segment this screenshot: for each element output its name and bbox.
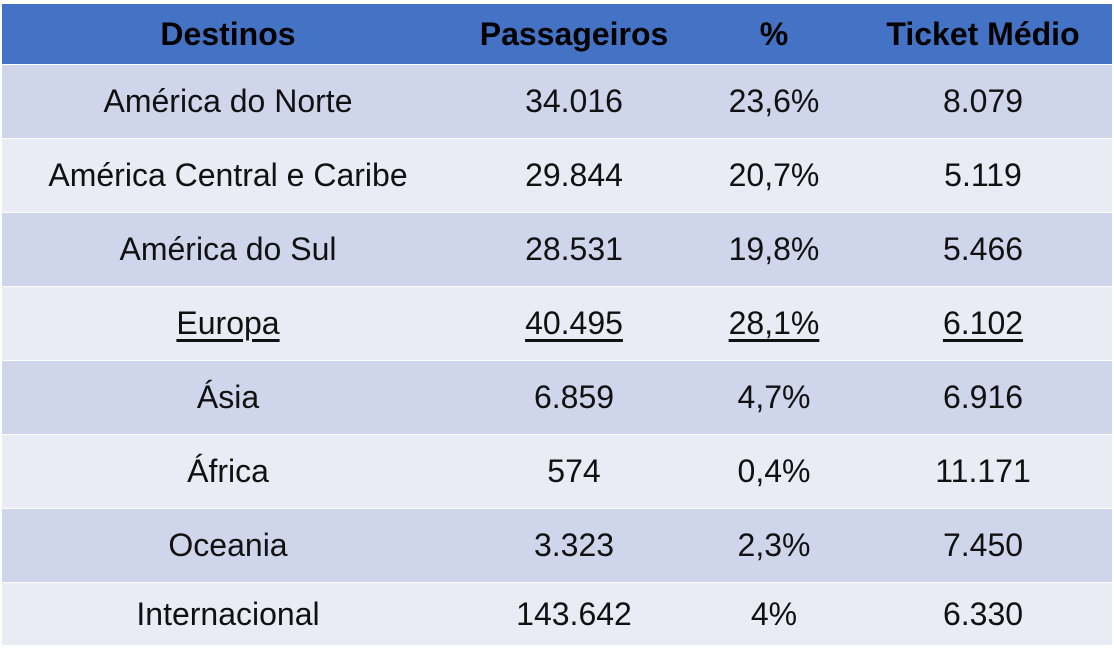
destination-cell: América do Sul bbox=[2, 212, 454, 287]
table-row-total: Internacional 143.642 4% 6.330 bbox=[2, 582, 1112, 645]
percent-text: 4% bbox=[750, 595, 798, 632]
percent-cell: 4,7% bbox=[694, 360, 854, 435]
passengers-cell: 143.642 bbox=[454, 582, 694, 645]
table-row-europa: Europa 40.495 28,1% 6.102 bbox=[2, 286, 1112, 361]
destination-text: Europa bbox=[176, 305, 280, 341]
passengers-cell: 34.016 bbox=[454, 64, 694, 139]
passengers-text: 143.642 bbox=[516, 595, 632, 632]
passengers-cell: 6.859 bbox=[454, 360, 694, 435]
destination-cell: Oceania bbox=[2, 508, 454, 583]
percent-text: 28,1% bbox=[728, 305, 820, 341]
destination-text: Internacional bbox=[136, 595, 320, 632]
header-passageiros: Passageiros bbox=[454, 4, 694, 65]
passengers-cell: 28.531 bbox=[454, 212, 694, 287]
ticket-text: 5.466 bbox=[942, 231, 1024, 267]
passengers-text: 40.495 bbox=[525, 305, 623, 341]
percent-text: 19,8% bbox=[728, 231, 820, 267]
passengers-cell: 574 bbox=[454, 434, 694, 509]
passengers-text: 28.531 bbox=[525, 231, 623, 267]
destinations-table-container: Destinos Passageiros % Ticket Médio Amér… bbox=[2, 4, 1112, 645]
passengers-text: 3.323 bbox=[533, 527, 615, 563]
percent-cell: 23,6% bbox=[694, 64, 854, 139]
ticket-cell: 6.102 bbox=[854, 286, 1112, 361]
percent-cell: 0,4% bbox=[694, 434, 854, 509]
ticket-cell: 11.171 bbox=[854, 434, 1112, 509]
percent-text: 4,7% bbox=[737, 379, 811, 415]
passengers-cell: 29.844 bbox=[454, 138, 694, 213]
ticket-cell: 6.916 bbox=[854, 360, 1112, 435]
ticket-text: 6.330 bbox=[942, 595, 1024, 632]
percent-cell: 19,8% bbox=[694, 212, 854, 287]
destination-text: América do Norte bbox=[103, 83, 353, 119]
percent-cell: 28,1% bbox=[694, 286, 854, 361]
passengers-cell: 3.323 bbox=[454, 508, 694, 583]
ticket-text: 5.119 bbox=[944, 157, 1022, 193]
table-row: África 574 0,4% 11.171 bbox=[2, 434, 1112, 509]
ticket-text: 11.171 bbox=[935, 453, 1031, 489]
ticket-text: 7.450 bbox=[942, 527, 1024, 563]
ticket-cell: 5.466 bbox=[854, 212, 1112, 287]
destination-text: América do Sul bbox=[119, 231, 337, 267]
header-ticket-medio: Ticket Médio bbox=[854, 4, 1112, 65]
ticket-cell: 8.079 bbox=[854, 64, 1112, 139]
destination-cell: Internacional bbox=[2, 582, 454, 645]
table-row: Ásia 6.859 4,7% 6.916 bbox=[2, 360, 1112, 435]
destination-text: América Central e Caribe bbox=[48, 157, 408, 193]
table-row: América do Norte 34.016 23,6% 8.079 bbox=[2, 64, 1112, 139]
percent-text: 2,3% bbox=[737, 527, 811, 563]
percent-text: 23,6% bbox=[728, 83, 820, 119]
percent-cell: 4% bbox=[694, 582, 854, 645]
table-row: América do Sul 28.531 19,8% 5.466 bbox=[2, 212, 1112, 287]
destination-text: África bbox=[187, 453, 269, 489]
header-percent: % bbox=[694, 4, 854, 65]
passengers-text: 6.859 bbox=[533, 379, 615, 415]
table-row: América Central e Caribe 29.844 20,7% 5.… bbox=[2, 138, 1112, 213]
destination-text: Oceania bbox=[168, 527, 288, 563]
header-row: Destinos Passageiros % Ticket Médio bbox=[2, 4, 1112, 65]
ticket-cell: 5.119 bbox=[854, 138, 1112, 213]
passengers-text: 574 bbox=[547, 453, 601, 489]
destination-cell: Ásia bbox=[2, 360, 454, 435]
percent-cell: 2,3% bbox=[694, 508, 854, 583]
percent-text: 20,7% bbox=[728, 157, 820, 193]
ticket-text: 6.102 bbox=[942, 305, 1024, 341]
ticket-text: 6.916 bbox=[942, 379, 1024, 415]
ticket-cell: 7.450 bbox=[854, 508, 1112, 583]
table-row: Oceania 3.323 2,3% 7.450 bbox=[2, 508, 1112, 583]
ticket-text: 8.079 bbox=[942, 83, 1024, 119]
ticket-cell: 6.330 bbox=[854, 582, 1112, 645]
percent-text: 0,4% bbox=[737, 453, 811, 489]
destination-text: Ásia bbox=[196, 379, 260, 415]
destination-cell: Europa bbox=[2, 286, 454, 361]
destination-cell: África bbox=[2, 434, 454, 509]
passengers-text: 34.016 bbox=[525, 83, 623, 119]
destinations-table: Destinos Passageiros % Ticket Médio Amér… bbox=[2, 4, 1112, 645]
passengers-text: 29.844 bbox=[525, 157, 623, 193]
passengers-cell: 40.495 bbox=[454, 286, 694, 361]
percent-cell: 20,7% bbox=[694, 138, 854, 213]
destination-cell: América do Norte bbox=[2, 64, 454, 139]
destination-cell: América Central e Caribe bbox=[2, 138, 454, 213]
header-destinos: Destinos bbox=[2, 4, 454, 65]
